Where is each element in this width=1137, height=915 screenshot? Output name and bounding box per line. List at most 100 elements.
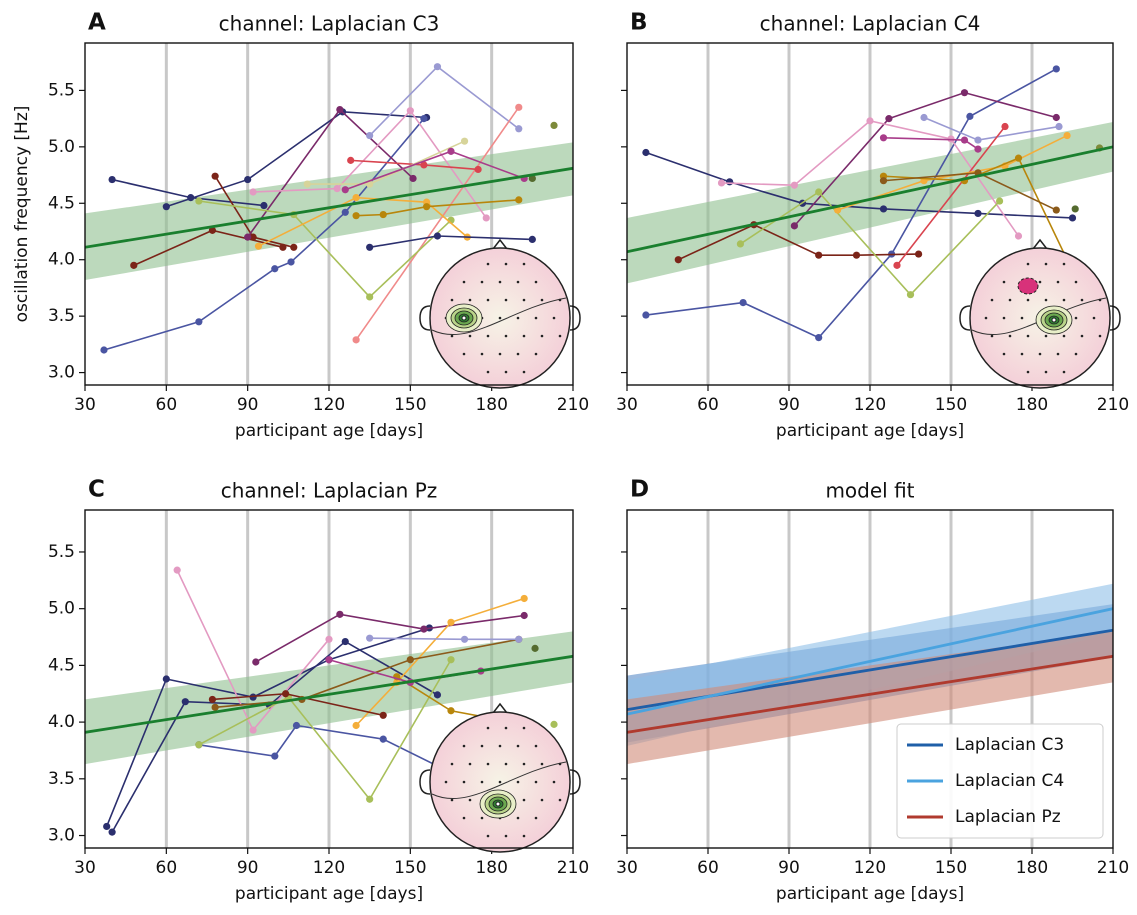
chart-title: channel: Laplacian C4 [760,12,981,36]
topomap-sensor [1062,334,1066,338]
y-tick-label: 4.0 [48,250,75,270]
chart-title: channel: Laplacian C3 [219,12,440,36]
data-point [420,625,428,633]
x-tick-label: 60 [697,858,719,878]
topomap [959,238,1121,389]
data-point [303,180,311,188]
topomap-sensor [462,352,466,356]
topomap-contour [431,297,567,336]
y-axis-label: oscillation frequency [Hz] [12,106,32,323]
topomap-sensor [1002,316,1006,320]
topomap-nose [492,702,508,714]
plot-frame [626,509,1114,849]
topomap-sensor [1020,316,1024,320]
data-point [287,258,295,266]
topomap-nose [1032,238,1048,250]
participant-line [253,109,487,219]
data-point [366,293,374,301]
topomap-sensor [552,316,556,320]
topomap-sensor [1062,262,1066,266]
y-tick-label: 3.0 [48,363,75,383]
data-point [244,175,252,184]
topomap-sensor [504,262,508,266]
topomap-sensor [462,744,466,748]
data-point [341,186,349,194]
topomap-sensor [540,298,544,302]
data-point [409,174,417,183]
topomap-sensor [450,762,454,766]
x-tick-label: 210 [557,395,589,415]
data-point [515,125,523,133]
topomap-sensor [1002,352,1006,356]
participant-line [369,235,533,249]
plot-frame [84,509,574,849]
topomap-sensor [450,334,454,338]
participant-line [793,91,1057,227]
data-point [379,210,387,219]
topomap-sensor [462,780,466,784]
data-point [528,174,536,183]
data-point [130,261,138,269]
x-axis-label: participant age [days] [235,884,423,904]
x-tick-label: 30 [616,395,638,415]
participant-line [356,199,519,217]
fit-line [85,654,573,734]
data-point [974,136,982,144]
data-point [815,333,823,342]
data-point [195,318,203,326]
x-tick-label: 120 [854,395,886,415]
fit-band [85,631,573,765]
topomap-sensor [498,744,502,748]
plot-area [85,43,573,385]
panel-letter: D [630,477,649,503]
x-tick-label: 180 [475,395,507,415]
topomap-sensor [444,780,448,784]
data-point [515,103,523,111]
topomap-sensor [1074,280,1078,284]
x-tick-label: 30 [616,858,638,878]
topomap-sensor [468,762,472,766]
topomap-sensor [1026,334,1030,338]
data-point [726,178,734,186]
x-tick-label: 60 [156,395,178,415]
y-tick-label: 3.5 [48,306,75,326]
plot-area [627,510,1113,848]
data-point [366,243,374,251]
data-point [642,148,650,157]
data-point [1055,122,1063,131]
topomap-hotspot [1017,277,1039,295]
data-point [325,635,333,643]
topomap-sensor [1092,316,1096,320]
data-point [208,695,217,704]
topomap-sensor [522,762,526,766]
topomap-sensor [534,780,538,784]
data-point [966,112,974,120]
data-point [162,675,170,683]
topomap-sensor [1098,298,1102,302]
data-point [460,635,469,643]
topomap-sensor [534,816,538,820]
topomap-sensor [486,370,490,374]
topomap-sensor [1098,334,1102,338]
topomap-sensor [1044,298,1048,302]
data-point [447,618,455,626]
fit-line [627,607,1113,716]
topomap-sensor [1044,370,1048,374]
participant-line [645,68,1057,339]
data-point [1063,131,1071,140]
fit-line [85,166,573,249]
data-point [260,201,268,210]
topomap-sensor [558,762,562,766]
topomap-sensor [1074,316,1078,320]
data-point [915,250,923,258]
topomap-sensor [468,334,472,338]
topomap-sensor [1026,262,1030,266]
fit-line [627,654,1113,734]
topomap-sensor [1038,280,1042,284]
data-point [920,113,928,122]
data-point [325,656,333,664]
topomap-sensor [522,798,526,802]
fit-line [627,145,1113,254]
topomap-sensor [1020,352,1024,356]
topomap-sensor [540,762,544,766]
